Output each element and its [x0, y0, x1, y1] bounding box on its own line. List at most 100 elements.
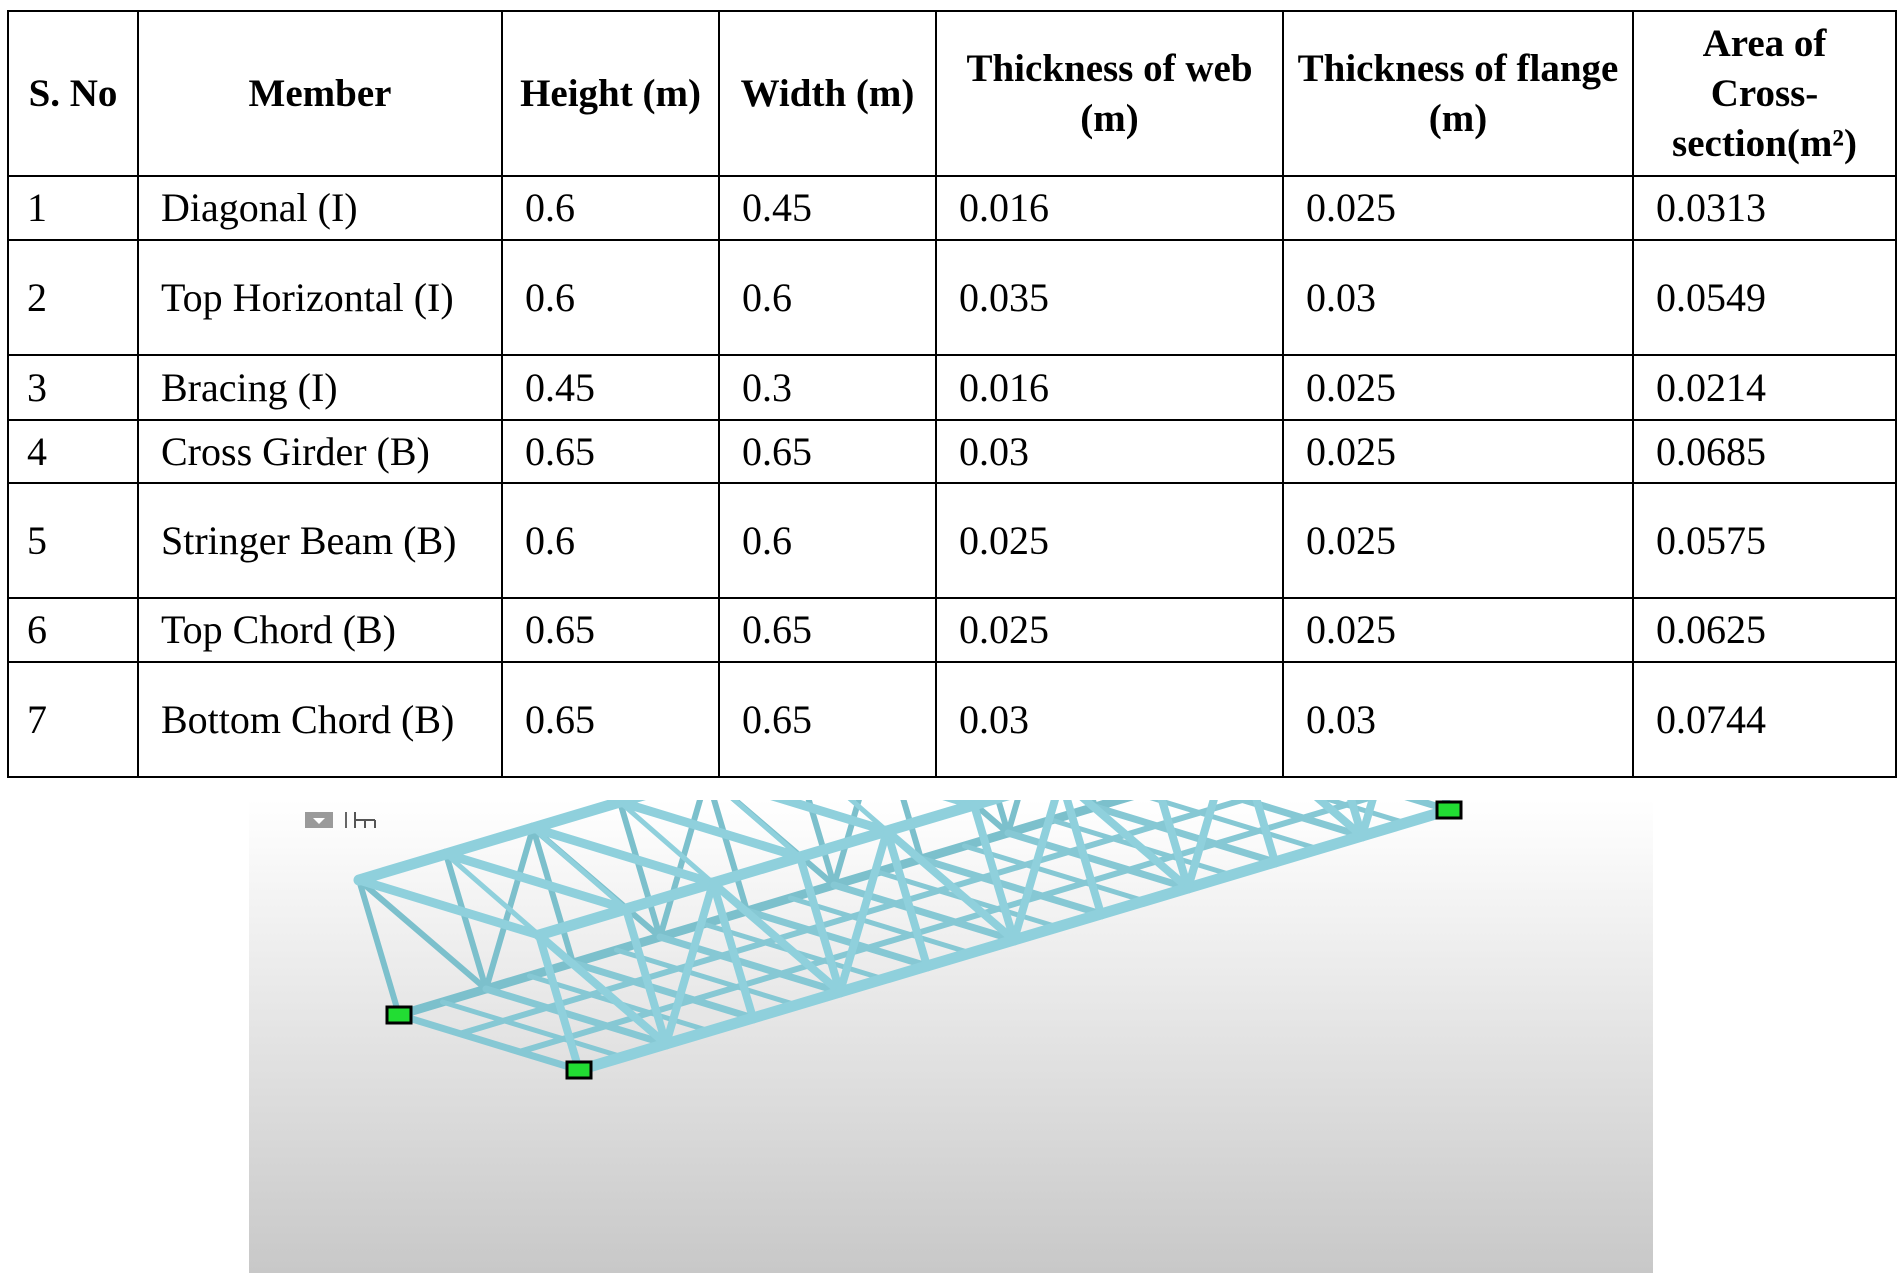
- table-cell: 6: [7, 597, 139, 663]
- truss-member: [834, 960, 933, 998]
- toolbar-arrow: [313, 818, 325, 824]
- truss-member: [527, 800, 626, 834]
- table-cell: 0.6: [718, 482, 937, 599]
- table-cell: 0.03: [1282, 661, 1634, 778]
- truss-member: [482, 985, 670, 1048]
- header-cell: Thickness of flange (m): [1282, 10, 1634, 177]
- truss-member: [1347, 800, 1366, 840]
- table-cell: Top Horizontal (I): [137, 239, 503, 356]
- table-cell: 0.65: [718, 597, 937, 663]
- table-body: 1 Diagonal (I) 0.6 0.45 0.016 0.025 0.0313 2 Top…: [7, 175, 1897, 778]
- truss-member: [710, 800, 750, 914]
- truss-member: [1321, 800, 1408, 826]
- truss-member: [883, 827, 931, 970]
- truss-member: [533, 903, 632, 941]
- table-cell: 0.6: [501, 239, 720, 356]
- table-cell: 0.45: [501, 354, 720, 421]
- table-cell: Diagonal (I): [137, 175, 503, 241]
- truss-member: [730, 800, 803, 860]
- table-row: 3 Bracing (I) 0.45 0.3 0.016 0.025 0.0214: [7, 354, 1897, 421]
- header-cell: Width (m): [718, 10, 937, 177]
- table-cell: 5: [7, 482, 139, 599]
- truss-member: [962, 843, 1147, 904]
- truss-member: [747, 986, 846, 1024]
- table-cell: Top Chord (B): [137, 597, 503, 663]
- table-cell: 0.0313: [1632, 175, 1897, 241]
- truss-member: [847, 800, 890, 834]
- truss-member: [709, 879, 757, 1022]
- header-cell: Member: [137, 10, 503, 177]
- table-cell: 0.6: [501, 175, 720, 241]
- toolbar-icon[interactable]: [354, 812, 376, 828]
- truss-member: [917, 855, 1105, 918]
- table-row: 5 Stringer Beam (B) 0.6 0.6 0.025 0.025 0.0575: [7, 482, 1897, 599]
- truss-member: [660, 1012, 759, 1050]
- truss-member: [995, 800, 1011, 836]
- truss-member: [881, 800, 980, 837]
- header-cell: Thickness of web (m): [935, 10, 1284, 177]
- truss-member: [614, 947, 799, 1008]
- header-cell: S. No: [7, 10, 139, 177]
- truss-member: [1252, 800, 1279, 866]
- truss-member: [1157, 800, 1192, 892]
- truss-member: [662, 879, 717, 1048]
- truss-member: [535, 931, 670, 1048]
- truss-member: [395, 1011, 583, 1074]
- truss: [353, 800, 1463, 1080]
- truss-member: [1404, 800, 1453, 814]
- truss-member: [617, 800, 716, 886]
- truss-member: [1063, 800, 1105, 918]
- support-node: [385, 1005, 413, 1025]
- truss-model-render: [249, 800, 1653, 1273]
- truss-member: [788, 895, 973, 956]
- table-cell: 0.025: [1282, 419, 1634, 484]
- table-cell: 0.03: [935, 661, 1284, 778]
- truss-member: [620, 877, 719, 915]
- table-cell: 0.6: [718, 239, 937, 356]
- table-cell: 0.025: [1282, 597, 1634, 663]
- truss-member: [964, 800, 1011, 836]
- truss-member: [516, 800, 1373, 1055]
- truss-member: [1004, 829, 1192, 892]
- truss-member: [1090, 800, 1135, 812]
- table-cell: 0.6: [501, 482, 720, 599]
- table-cell: 4: [7, 419, 139, 484]
- truss-member: [796, 853, 844, 996]
- truss-member: [1095, 882, 1194, 920]
- truss-member: [1079, 800, 1192, 892]
- table-cell: 0.0575: [1632, 482, 1897, 599]
- truss-member: [805, 800, 837, 888]
- truss-member: [528, 823, 718, 888]
- truss-member: [354, 875, 544, 940]
- truss-member: [353, 848, 452, 886]
- truss-member: [530, 825, 629, 912]
- table-cell: 0.035: [935, 239, 1284, 356]
- truss-member: [900, 800, 924, 862]
- support-node: [565, 1060, 593, 1080]
- truss-member: [1269, 830, 1368, 868]
- table-cell: 0.0685: [1632, 419, 1897, 484]
- data-table: S. No Member Height (m) Width (m) Thickness …: [7, 10, 1897, 778]
- truss-member: [440, 999, 625, 1060]
- table-cell: Cross Girder (B): [137, 419, 503, 484]
- viewport-background: [249, 800, 1653, 1273]
- truss-member: [622, 905, 670, 1048]
- truss-member: [569, 959, 757, 1022]
- table-cell: Bracing (I): [137, 354, 503, 421]
- table-row: 6 Top Chord (B) 0.65 0.65 0.025 0.025 0.0625: [7, 597, 1897, 663]
- table-cell: Stringer Beam (B): [137, 482, 503, 599]
- table-cell: 0.0625: [1632, 597, 1897, 663]
- table-cell: 2: [7, 239, 139, 356]
- truss-member: [1010, 800, 1060, 944]
- truss-member: [830, 881, 1018, 944]
- table-row: 7 Bottom Chord (B) 0.65 0.65 0.03 0.03 0.0744: [7, 661, 1897, 778]
- table-cell: 7: [7, 661, 139, 778]
- table-row: 2 Top Horizontal (I) 0.6 0.6 0.035 0.03 0.0549: [7, 239, 1897, 356]
- truss-member: [1005, 800, 1021, 836]
- truss-member: [1232, 800, 1366, 840]
- support-node: [1435, 800, 1463, 820]
- header-row: S. No Member Height (m) Width (m) Thickness …: [7, 10, 1897, 177]
- truss-member: [883, 827, 1018, 944]
- header-cell: Area of Cross-section(m²): [1632, 10, 1897, 177]
